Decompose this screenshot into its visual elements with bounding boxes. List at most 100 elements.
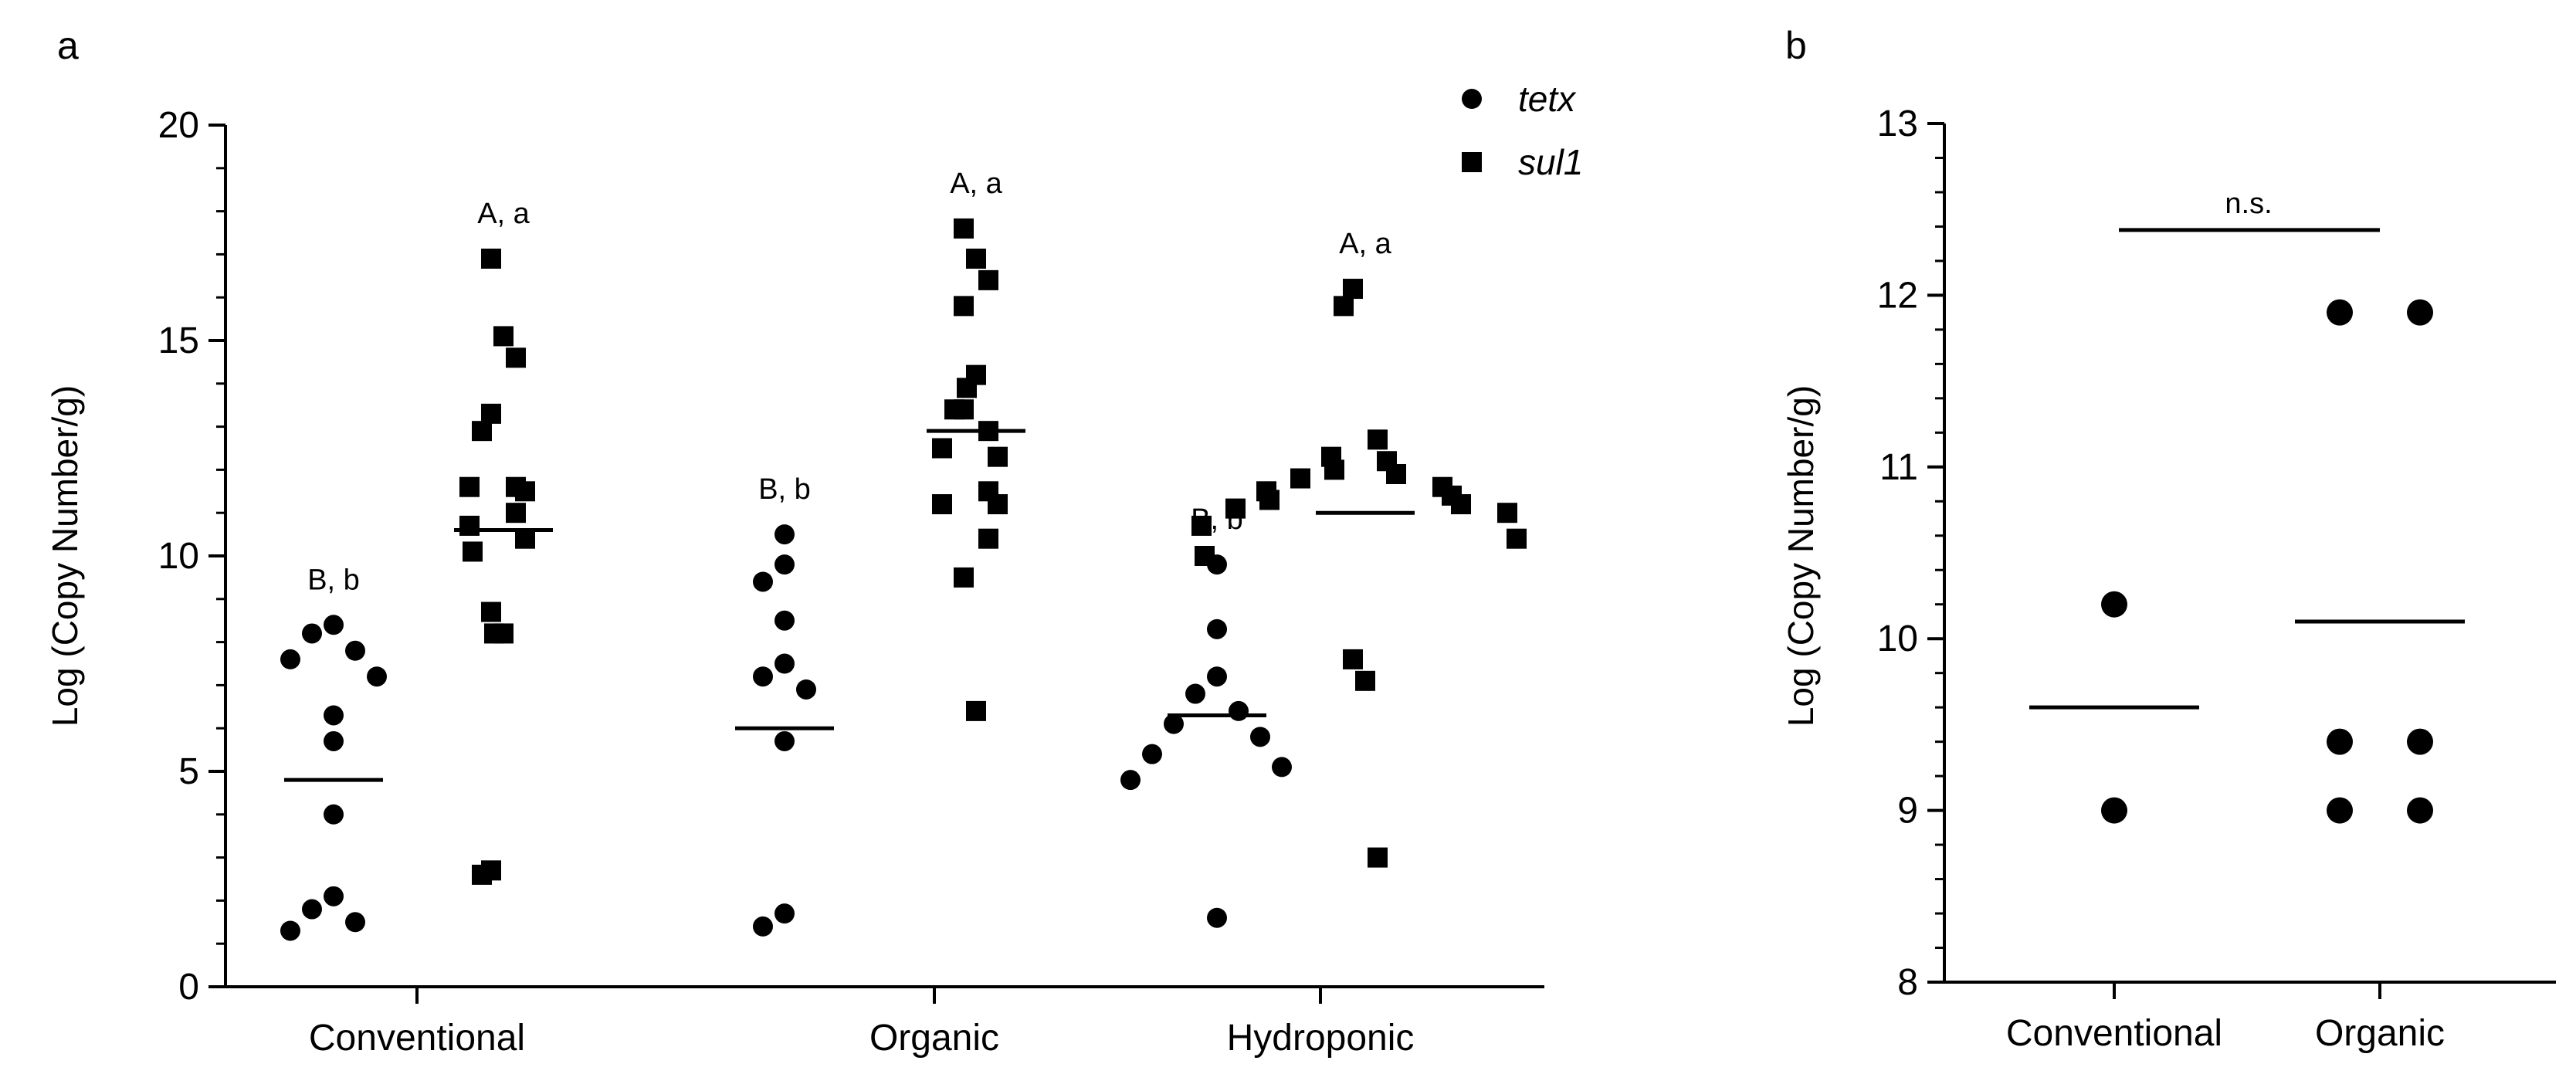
panel-a-point-sul1 (932, 494, 952, 515)
panel-a-point-sul1 (944, 399, 964, 420)
panel-b-point (2407, 299, 2433, 326)
panel-a-point-sul1 (493, 326, 514, 347)
panel-a-point-sul1 (954, 567, 974, 588)
panel-a-point-tetx (753, 666, 773, 687)
panel-a-point-sul1 (1355, 670, 1375, 691)
panel-a-point-sul1 (506, 347, 526, 368)
panel-a-point-tetx (1207, 907, 1227, 928)
panel-a-point-tetx (1164, 713, 1184, 734)
panel-b-point (2327, 797, 2353, 824)
panel-a-point-sul1 (978, 421, 998, 442)
panel-a-point-tetx (753, 571, 773, 592)
panel-a-point-sul1 (1290, 468, 1310, 489)
panel-a-plot: Log (Copy Number/g) 0 5 10 15 20 Conventional… (45, 79, 1583, 1059)
panel-a-point-sul1 (1507, 528, 1527, 549)
panel-a-point-sul1 (515, 528, 535, 549)
panel-a-point-tetx (1229, 700, 1249, 721)
panel-label-b: b (1785, 24, 1807, 67)
panel-a-y-axis-title: Log (Copy Number/g) (45, 385, 85, 727)
panel-a-significance-label: B, b (307, 564, 360, 596)
panel-a-y-tick-label: 10 (158, 536, 199, 577)
panel-a-significance-label: A, a (1339, 228, 1391, 260)
panel-b-point (2101, 591, 2127, 618)
panel-label-a: a (57, 24, 79, 67)
panel-a-point-sul1 (954, 296, 974, 317)
panel-a-point-sul1 (459, 476, 480, 497)
panel-a-point-tetx (753, 916, 773, 937)
legend-marker-sul1 (1462, 152, 1482, 172)
panel-b-y-tick-label: 11 (1879, 447, 1918, 488)
panel-a-point-tetx (1185, 683, 1205, 704)
panel-a-point-tetx (774, 653, 795, 674)
panel-a-significance-label: B, b (758, 473, 811, 506)
panel-a-point-sul1 (1225, 498, 1246, 519)
panel-a-point-sul1 (481, 248, 501, 269)
panel-b-point (2407, 797, 2433, 824)
panel-a-point-tetx (1207, 618, 1227, 639)
panel-b-y-tick-label: 8 (1897, 962, 1918, 1003)
panel-a-point-sul1 (484, 623, 504, 644)
panel-a-point-sul1 (1368, 847, 1388, 868)
panel-a-point-sul1 (957, 378, 977, 398)
panel-a-y-tick-label: 20 (158, 105, 199, 146)
panel-a-point-sul1 (481, 403, 501, 424)
panel-a-point-sul1 (481, 601, 501, 622)
panel-a-point-tetx (367, 666, 387, 687)
panel-a-point-tetx (774, 903, 795, 924)
panel-a-point-tetx (345, 912, 365, 933)
panel-a-point-sul1 (988, 494, 1008, 515)
panel-a-point-sul1 (472, 421, 492, 442)
panel-a-point-sul1 (978, 528, 998, 549)
panel-a-point-tetx (1207, 666, 1227, 687)
panel-a-point-sul1 (515, 481, 535, 502)
legend-label-sul1: sul1 (1518, 142, 1583, 182)
panel-a-point-sul1 (1343, 279, 1363, 300)
panel-a-category-label: Conventional (309, 1018, 525, 1059)
panel-a-point-tetx (774, 610, 795, 631)
panel-a-significance-label: A, a (477, 198, 530, 230)
panel-a-point-tetx (324, 730, 344, 751)
panel-a-point-sul1 (463, 541, 483, 562)
panel-a-point-sul1 (1195, 546, 1215, 566)
panel-a-point-tetx (774, 524, 795, 545)
panel-b-point (2407, 728, 2433, 755)
panel-a-point-sul1 (1343, 649, 1363, 669)
panel-b-y-tick-label: 9 (1897, 791, 1918, 832)
panel-a-point-sul1 (1451, 494, 1471, 515)
panel-a-point-tetx (302, 623, 322, 644)
panel-a-point-sul1 (1324, 459, 1344, 480)
panel-a-point-sul1 (1191, 515, 1212, 536)
panel-a-point-tetx (796, 679, 816, 700)
panel-b-point (2327, 299, 2353, 326)
panel-a-point-tetx (774, 554, 795, 575)
panel-a-point-tetx (324, 615, 344, 635)
panel-a-point-tetx (302, 899, 322, 920)
panel-a-y-tick-label: 15 (158, 320, 199, 361)
panel-b-y-tick-label: 12 (1877, 275, 1918, 316)
panel-a-y-tick-label: 5 (178, 751, 199, 792)
panel-a-point-sul1 (966, 248, 986, 269)
panel-b-plot: Log (Copy Number/g) 8 9 10 11 12 13 Convention… (1781, 103, 2556, 1054)
panel-a-point-tetx (280, 649, 300, 669)
panel-b-point (2327, 728, 2353, 755)
panel-a-significance-label: A, a (950, 168, 1002, 200)
panel-b-significance-label: n.s. (2225, 188, 2272, 220)
panel-b-category-label: Conventional (2006, 1013, 2222, 1054)
panel-a-point-tetx (345, 640, 365, 661)
panel-a-point-sul1 (1334, 296, 1354, 317)
legend-label-tetx: tetx (1518, 79, 1577, 119)
panel-a-point-tetx (1142, 744, 1162, 764)
panel-a-point-tetx (774, 730, 795, 751)
panel-a-point-sul1 (1368, 429, 1388, 450)
panel-a-point-tetx (1250, 727, 1270, 747)
panel-b-category-label: Organic (2315, 1013, 2445, 1054)
legend-marker-tetx (1462, 89, 1482, 109)
panel-a-point-tetx (1120, 770, 1141, 791)
panel-a-point-sul1 (1497, 503, 1517, 523)
panel-a-point-sul1 (1259, 490, 1280, 510)
panel-b-y-tick-label: 10 (1877, 618, 1918, 659)
panel-a-point-tetx (280, 920, 300, 941)
panel-b-y-tick-label: 13 (1877, 103, 1918, 144)
panel-a-point-sul1 (1386, 463, 1406, 484)
